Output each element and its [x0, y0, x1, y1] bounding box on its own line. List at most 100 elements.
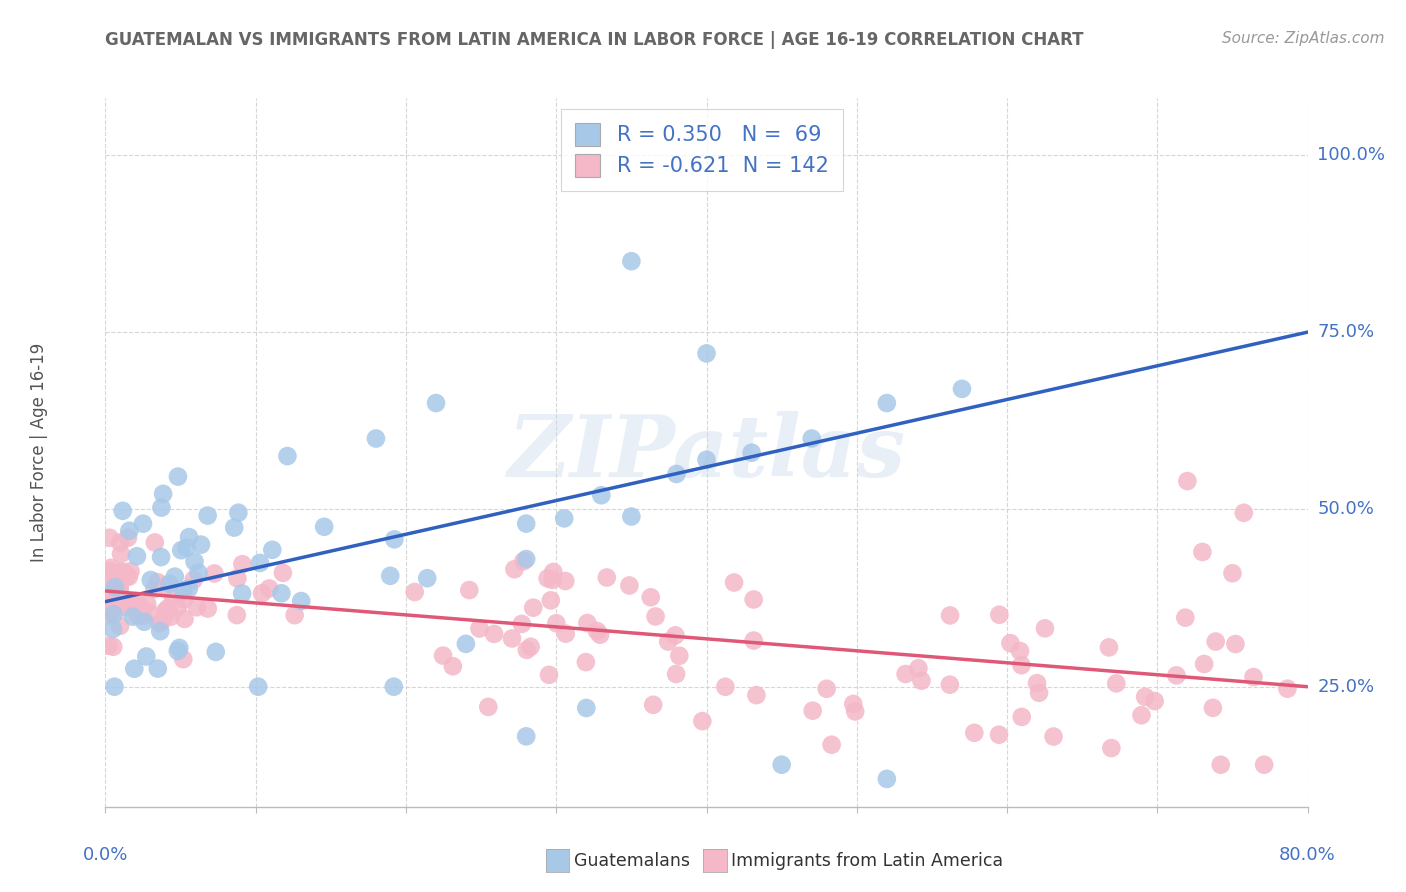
Point	[541, 565, 564, 579]
Point	[988, 728, 1011, 742]
Point	[118, 524, 141, 538]
Point	[1098, 640, 1121, 655]
Legend: R = 0.350   N =  69, R = -0.621  N = 142: R = 0.350 N = 69, R = -0.621 N = 142	[561, 109, 844, 192]
Point	[97, 591, 120, 605]
Point	[108, 582, 131, 597]
Point	[97, 639, 120, 653]
Point	[183, 573, 205, 587]
Point	[894, 667, 917, 681]
Point	[110, 572, 132, 586]
Point	[742, 633, 765, 648]
Point	[586, 624, 609, 638]
Point	[1205, 634, 1227, 648]
Point	[226, 571, 249, 585]
Point	[1026, 676, 1049, 690]
Point	[118, 597, 141, 611]
Point	[143, 582, 166, 596]
Point	[249, 556, 271, 570]
Point	[1243, 670, 1265, 684]
Point	[257, 582, 280, 596]
Point	[510, 616, 533, 631]
Point	[554, 574, 576, 588]
Point	[910, 673, 932, 688]
Point	[458, 583, 481, 598]
Point	[155, 607, 177, 622]
Point	[127, 597, 149, 611]
Point	[163, 569, 186, 583]
Point	[696, 452, 718, 467]
Point	[596, 570, 619, 584]
Point	[741, 446, 763, 460]
Point	[1222, 566, 1244, 581]
Point	[115, 569, 138, 583]
Point	[1233, 506, 1256, 520]
Point	[644, 609, 666, 624]
Point	[939, 608, 962, 623]
Point	[127, 608, 149, 623]
Point	[104, 580, 127, 594]
Point	[664, 628, 686, 642]
Point	[515, 516, 537, 531]
Point	[536, 571, 558, 585]
Point	[173, 592, 195, 607]
Point	[177, 530, 200, 544]
Point	[815, 681, 838, 696]
Text: 80.0%: 80.0%	[1279, 847, 1336, 864]
Point	[197, 601, 219, 615]
Point	[619, 578, 641, 592]
Point	[1253, 757, 1275, 772]
Point	[98, 606, 121, 620]
Point	[1277, 681, 1299, 696]
Point	[454, 637, 477, 651]
Point	[146, 662, 169, 676]
Point	[114, 600, 136, 615]
Point	[364, 432, 387, 446]
Point	[1175, 474, 1198, 488]
Point	[1191, 545, 1213, 559]
Point	[97, 571, 120, 585]
Point	[166, 600, 188, 615]
Point	[111, 594, 134, 608]
Point	[166, 644, 188, 658]
Point	[522, 600, 544, 615]
Point	[939, 678, 962, 692]
Point	[111, 504, 134, 518]
Point	[172, 583, 194, 598]
Point	[290, 594, 312, 608]
Point	[1143, 694, 1166, 708]
Point	[98, 531, 121, 545]
Point	[112, 566, 135, 580]
Point	[103, 607, 125, 622]
Point	[132, 609, 155, 624]
Point	[1225, 637, 1247, 651]
Text: In Labor Force | Age 16-19: In Labor Force | Age 16-19	[31, 343, 48, 562]
Point	[314, 520, 336, 534]
Point	[136, 597, 159, 611]
Text: 25.0%: 25.0%	[1317, 678, 1374, 696]
Point	[1105, 676, 1128, 690]
Point	[540, 593, 562, 607]
Point	[575, 655, 598, 669]
Point	[128, 599, 150, 613]
Point	[1010, 644, 1032, 658]
Point	[156, 601, 179, 615]
Point	[554, 626, 576, 640]
Point	[1033, 621, 1056, 635]
Point	[160, 609, 183, 624]
Point	[770, 757, 793, 772]
Point	[950, 382, 973, 396]
Point	[800, 432, 823, 446]
Point	[124, 662, 146, 676]
Point	[742, 592, 765, 607]
Point	[1011, 658, 1033, 673]
Text: Immigrants from Latin America: Immigrants from Latin America	[731, 852, 1004, 870]
Point	[988, 607, 1011, 622]
Point	[842, 697, 865, 711]
Point	[97, 586, 120, 600]
Point	[1166, 668, 1188, 682]
Point	[176, 541, 198, 555]
Point	[276, 449, 298, 463]
Point	[692, 714, 714, 728]
Point	[516, 643, 538, 657]
Point	[271, 566, 294, 580]
